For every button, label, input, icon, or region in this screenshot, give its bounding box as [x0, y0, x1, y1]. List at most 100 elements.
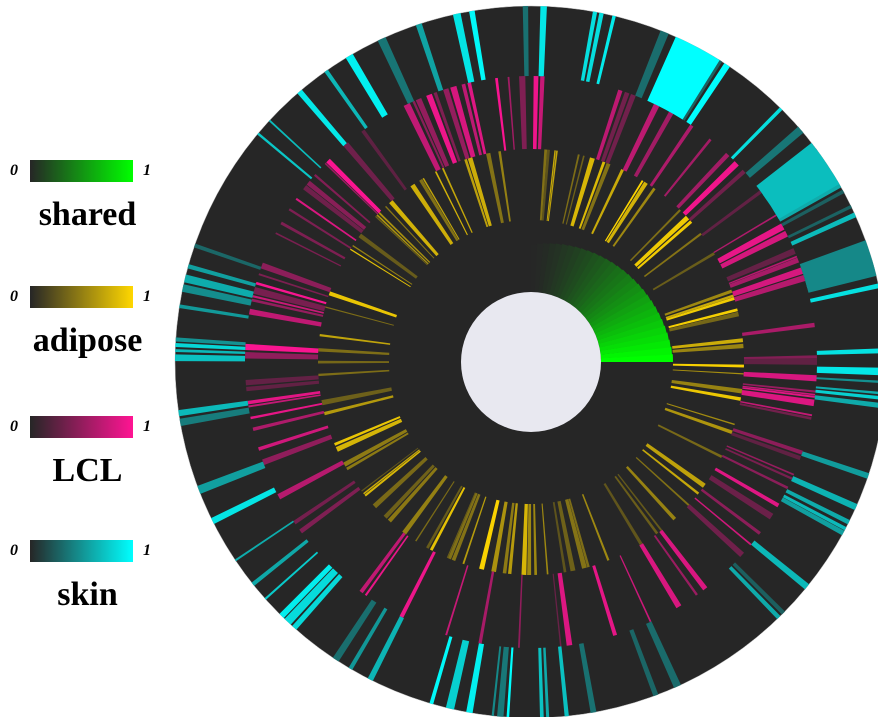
lcl-segment [725, 448, 793, 480]
shared-segment [598, 325, 667, 348]
lcl-segment [251, 298, 324, 317]
adipose-segment [385, 205, 435, 259]
lcl-segment [324, 162, 379, 215]
lcl-segment [258, 425, 329, 451]
adipose-segment [441, 167, 473, 234]
lcl-segment [739, 403, 812, 420]
lcl-segment [252, 410, 325, 431]
lcl-segment [303, 185, 364, 234]
ring-skin-highlights [647, 36, 877, 293]
lcl-segment [742, 385, 816, 396]
adipose-segment [539, 149, 548, 221]
adipose-segment [643, 232, 702, 278]
shared-segment [577, 265, 623, 313]
skin-segment [264, 551, 319, 600]
lcl-segment [557, 572, 573, 646]
skin-segment [745, 126, 804, 178]
adipose-segment [565, 155, 585, 225]
skin-segment [193, 243, 262, 270]
legend-shared-max: 1 [143, 162, 151, 179]
lcl-segment [280, 221, 346, 260]
adipose-segment [568, 498, 590, 568]
lcl-segment [245, 375, 319, 386]
adipose-segment [670, 385, 742, 401]
lcl-segment [248, 394, 321, 408]
adipose-segment [376, 214, 429, 265]
lcl-segment [245, 343, 319, 354]
shared-segment [559, 248, 588, 300]
lcl-segment [361, 129, 407, 191]
lcl-segment [519, 76, 527, 150]
lcl-segment [364, 535, 409, 596]
skin-segment [257, 132, 313, 180]
adipose-segment [372, 457, 428, 509]
lcl-segment [596, 89, 623, 161]
legend-shared-colorbar [30, 160, 133, 182]
lcl-segment [245, 352, 319, 360]
skin-segment [732, 562, 785, 615]
adipose-segment [363, 449, 420, 495]
lcl-segment [743, 371, 817, 382]
adipose-segment [565, 499, 587, 569]
lcl-segment [743, 357, 817, 365]
lcl-segment [461, 83, 482, 156]
skin-segment [491, 646, 502, 717]
shared-segment [565, 252, 600, 304]
legend-adipose-scale: 0 1 [0, 286, 175, 312]
adipose-segment [645, 443, 706, 488]
shared-segment [548, 244, 569, 296]
ring-lcl [245, 76, 817, 648]
shared-segment [600, 346, 672, 359]
shared-segment [568, 255, 606, 306]
shared-segment [593, 300, 655, 334]
adipose-segment [521, 503, 528, 575]
lcl-segment [415, 97, 450, 168]
lcl-segment [633, 111, 674, 178]
adipose-segment [479, 499, 500, 570]
adipose-segment [552, 502, 567, 573]
adipose-segment [319, 333, 391, 345]
skin-segment [251, 539, 309, 586]
skin-segment [284, 568, 338, 625]
adipose-segment [419, 178, 459, 242]
skin-segment [801, 451, 870, 479]
adipose-segment [462, 496, 487, 565]
skin-segment [780, 497, 845, 536]
adipose-segment [426, 485, 463, 549]
shared-segment [600, 354, 673, 362]
lcl-segment [619, 555, 652, 623]
lcl-segment [343, 142, 395, 202]
skin-segment [799, 240, 877, 293]
adipose-segment [467, 157, 492, 227]
adipose-segment [422, 177, 460, 240]
adipose-segment [541, 149, 550, 221]
adipose-segment [328, 291, 398, 318]
adipose-segment [318, 348, 390, 356]
adipose-segment [672, 363, 744, 368]
skin-segment [429, 636, 453, 705]
skin-segment [187, 264, 257, 287]
shared-segment [538, 243, 550, 293]
adipose-segment [486, 152, 504, 224]
skin-segment [415, 23, 444, 92]
adipose-segment [321, 387, 392, 406]
adipose-segment [591, 169, 624, 235]
adipose-segment [346, 432, 409, 471]
lcl-segment [445, 565, 469, 636]
lcl-segment [517, 574, 523, 648]
lcl-segment [495, 77, 507, 151]
skin-segment [234, 520, 294, 562]
skin-segment [635, 30, 669, 99]
lcl-segment [682, 161, 739, 216]
adipose-segment [629, 209, 681, 262]
adipose-segment [334, 416, 401, 446]
skin-segment [538, 647, 544, 717]
lcl-segment [537, 76, 545, 150]
adipose-segment [349, 248, 411, 288]
skin-segment [585, 12, 604, 83]
lcl-segment [248, 308, 322, 327]
shared-segment [541, 243, 557, 294]
lcl-segment [649, 124, 694, 187]
shared-segment [562, 250, 594, 302]
